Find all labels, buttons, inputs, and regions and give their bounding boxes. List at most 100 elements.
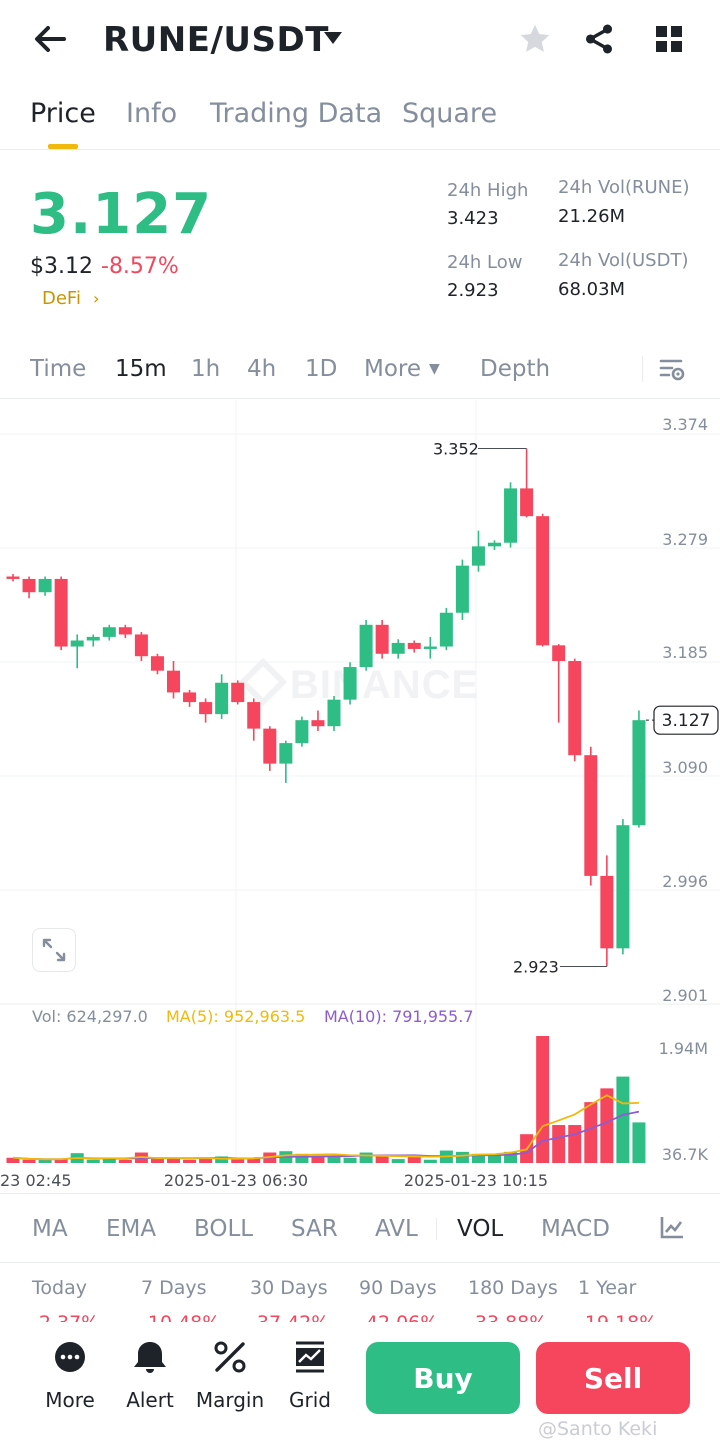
candle-up [295,720,309,744]
current-price-tag [653,705,719,735]
indicator-bottom-rule [0,1262,720,1263]
volume-bar [215,1156,229,1163]
bell-icon[interactable] [115,1340,185,1379]
indicator-fade [636,1206,720,1254]
indicator-avl[interactable]: AVL [375,1216,418,1242]
alert-button[interactable]: Alert [126,1388,174,1412]
candle-down [247,702,261,729]
grid-button[interactable]: Grid [289,1388,331,1412]
vol-tick-label: 36.7K [662,1145,709,1164]
binance-watermark: BINANCE [290,663,479,707]
volume-bar [247,1157,261,1163]
interval-4h[interactable]: 4h [247,356,277,382]
interval-1d[interactable]: 1D [305,356,338,382]
volume-bar [150,1159,164,1163]
low-label: 24h Low [447,252,523,273]
usd-price: $3.12 [30,254,93,279]
low-marker-label: 2.923 [513,957,559,976]
pair-title[interactable]: RUNE/USDT [103,20,329,60]
interval-more-label: More [364,356,422,382]
fullscreen-toggle[interactable] [32,928,76,972]
perf-label: 30 Days [250,1277,328,1299]
high-marker-label: 3.352 [433,440,479,459]
candle-down [54,578,68,647]
tab-trading-data[interactable]: Trading Data [210,98,383,129]
tab-info[interactable]: Info [126,98,178,129]
share-icon[interactable] [582,22,616,56]
interval-depth[interactable]: Depth [480,356,551,382]
candle-down [311,720,325,727]
candle-down [568,661,582,756]
candle-up [471,546,485,566]
candle-up [488,542,501,547]
interval-1h[interactable]: 1h [191,356,221,382]
volume-bar [167,1159,180,1163]
indicator-top-rule [0,1193,720,1194]
volume-bar [504,1151,518,1163]
volume-bar [183,1159,197,1163]
pair-dropdown-icon[interactable] [322,30,344,46]
buy-button[interactable]: Buy [366,1342,520,1414]
margin-button[interactable]: Margin [195,1388,265,1412]
x-tick-label: 2025-01-23 06:30 [164,1171,308,1190]
vol-base-value: 21.26M [558,206,626,227]
favorite-star-icon[interactable] [518,22,552,56]
back-arrow-icon[interactable] [30,22,70,56]
y-tick-label: 2.901 [662,986,708,1005]
volume-bar [568,1125,582,1163]
y-tick-label: 3.185 [662,643,708,662]
indicator-macd[interactable]: MACD [541,1216,610,1242]
indicator-ema[interactable]: EMA [106,1216,157,1242]
sell-button[interactable]: Sell [536,1342,690,1414]
high-label: 24h High [447,180,529,201]
grid-menu-icon[interactable] [654,24,684,54]
perf-value: -10.48% [141,1312,221,1323]
volume-bar [616,1076,630,1163]
candle-down [520,488,534,517]
candle-down [134,634,148,657]
candle-up [455,565,469,613]
grid-trading-icon[interactable] [275,1340,345,1379]
candle-up [359,624,373,668]
vol-value: Vol: 624,297.0 [32,1007,148,1026]
more-icon[interactable] [35,1340,105,1379]
active-tab-indicator [48,144,78,149]
main-tabs: Price Info Trading Data Square [0,92,720,150]
low-value: 2.923 [447,280,499,301]
candle-up [632,720,646,826]
interval-more[interactable]: More ▼ [364,356,440,382]
category-tag[interactable]: DeFi › [42,288,99,309]
indicator-ma[interactable]: MA [32,1216,68,1242]
perf-value: -33.88% [468,1312,548,1323]
more-button[interactable]: More [45,1388,95,1412]
margin-percent-icon[interactable] [195,1340,265,1379]
candle-down [118,627,132,635]
indicator-boll[interactable]: BOLL [194,1216,254,1242]
candle-up [70,640,84,647]
candlestick-chart[interactable]: 3.374 3.279 3.185 3.090 2.996 2.901 BINANCE 3… [0,400,720,1190]
tab-price[interactable]: Price [30,98,96,129]
chart-settings-icon[interactable] [658,356,686,384]
volume-bar [471,1153,485,1163]
candle-up [279,743,293,764]
interval-15m[interactable]: 15m [115,356,167,382]
indicator-vol[interactable]: VOL [457,1216,504,1242]
perf-label: 7 Days [141,1277,207,1299]
volume-bar [632,1122,646,1163]
perf-value: -42.06% [359,1312,439,1323]
volume-bar [311,1157,325,1163]
category-label: DeFi [42,288,81,309]
volume-bar [54,1159,68,1163]
expand-icon [42,938,66,962]
interval-bottom-rule [0,398,720,399]
volume-bar [295,1153,309,1163]
divider [436,1218,437,1240]
y-tick-label: 2.996 [662,872,708,891]
candle-down [536,516,550,646]
tab-square[interactable]: Square [402,98,498,129]
interval-time[interactable]: Time [30,356,87,382]
indicator-settings-icon[interactable] [658,1214,686,1242]
candle-down [407,642,421,649]
indicator-sar[interactable]: SAR [291,1216,338,1242]
perf-label: 90 Days [359,1277,437,1299]
